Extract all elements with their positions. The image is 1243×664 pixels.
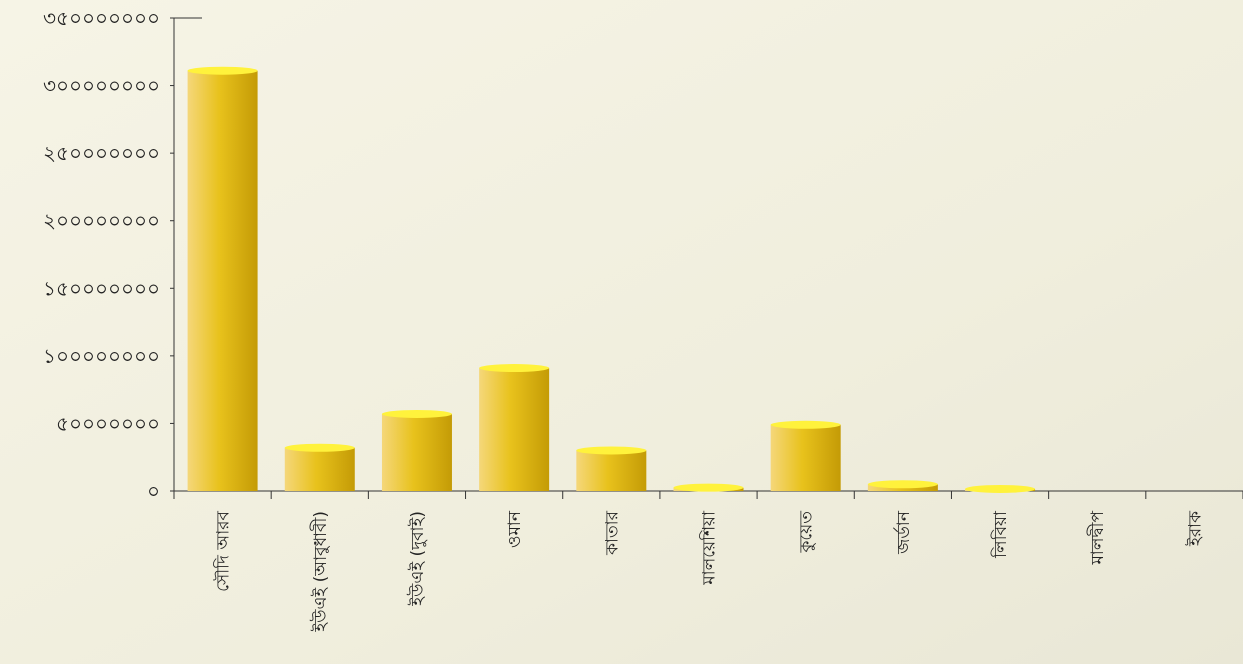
bar <box>381 409 452 491</box>
x-tick-label: মালদ্বীপ <box>1087 511 1108 566</box>
bar-body <box>284 447 355 491</box>
bar <box>867 480 938 491</box>
x-tick-label: জর্ডান <box>893 510 914 555</box>
y-tick-label: ২০০০০০০০০ <box>43 209 160 233</box>
bar <box>576 446 647 491</box>
bar <box>479 364 550 491</box>
x-tick-label: ইউএই (আবুধাবী) <box>310 511 331 633</box>
bar-top <box>673 483 744 492</box>
bar <box>284 443 355 491</box>
y-tick-label: ৩৫০০০০০০০ <box>43 6 160 30</box>
bars <box>187 66 1036 493</box>
y-tick-label: ৩০০০০০০০০ <box>43 74 160 98</box>
bar <box>965 484 1036 493</box>
bar-body <box>770 424 841 491</box>
y-tick-label: ৫০০০০০০০ <box>56 411 160 435</box>
bar-top <box>479 364 550 373</box>
bar-top <box>576 446 647 455</box>
bar-top <box>965 484 1036 493</box>
x-tick-label: ইউএই (দুবাই) <box>407 511 428 607</box>
bar-body <box>479 368 550 491</box>
x-tick-label: ইরাক <box>1185 510 1205 547</box>
bar-top <box>187 66 258 75</box>
x-axis: সৌদি আরব ইউএই (আবুধাবী) ইউএই (দুবাই) ওমান কা… <box>173 490 1243 633</box>
bar-top <box>381 409 452 418</box>
bar-body <box>381 413 452 491</box>
x-tick-label: সৌদি আরব <box>213 510 234 591</box>
y-axis: ০ ৫০০০০০০০ ১০০০০০০০০ ১৫০০০০০০০ ২০০০০০০০০ ২৫০০… <box>43 6 202 503</box>
bar-top <box>770 420 841 429</box>
x-tick-label: কাতার <box>602 510 622 556</box>
bar-top <box>867 480 938 489</box>
bar-body <box>187 70 258 491</box>
bar <box>770 420 841 491</box>
bar-top <box>284 443 355 452</box>
y-tick-label: ০ <box>147 479 160 503</box>
x-tick-label: লিবিয়া <box>990 510 1011 559</box>
bar-body <box>576 450 647 491</box>
x-tick-label: কুয়েত <box>797 511 817 554</box>
y-tick-label: ২৫০০০০০০০ <box>43 141 160 165</box>
y-tick-label: ১০০০০০০০০ <box>43 344 160 368</box>
x-tick-label: ওমান <box>505 510 525 548</box>
x-tick-label: মালয়েশিয়া <box>699 510 720 586</box>
y-tick-label: ১৫০০০০০০০ <box>43 276 160 300</box>
bar <box>187 66 258 491</box>
bar <box>673 483 744 492</box>
